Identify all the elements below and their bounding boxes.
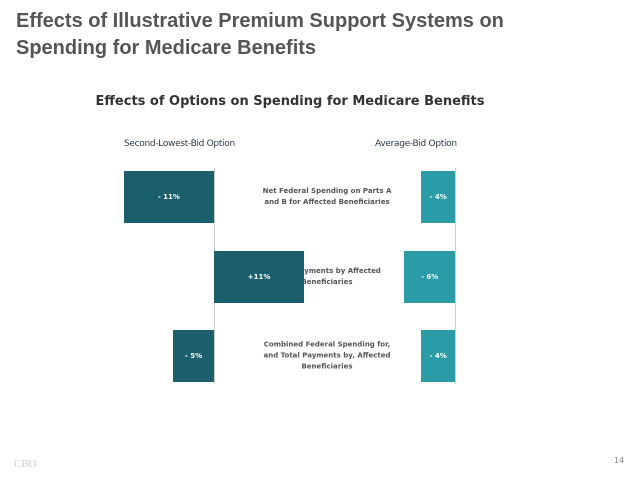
value-label: - 11%: [157, 193, 180, 201]
bar: - 4%: [421, 171, 455, 223]
bar: - 6%: [404, 251, 455, 303]
value-label: - 6%: [421, 273, 439, 281]
column-header: Second-Lowest-Bid Option: [124, 139, 235, 149]
bar: - 11%: [123, 171, 214, 223]
value-label: - 4%: [429, 352, 447, 360]
bar: - 4%: [421, 330, 455, 382]
category-label: Combined Federal Spending for, and Total…: [263, 340, 391, 371]
slide-title: Effects of Illustrative Premium Support …: [16, 10, 504, 59]
logo: CBO: [14, 458, 37, 470]
value-label: - 5%: [184, 352, 203, 360]
value-label: +11%: [247, 273, 271, 281]
column-header: Average-Bid Option: [375, 139, 457, 149]
page-number: 14: [614, 456, 625, 465]
chart-title: Effects of Options on Spending for Medic…: [95, 94, 485, 109]
category-label: Total Payments by Affected Beneficiaries: [273, 267, 381, 286]
axis-line: [454, 168, 456, 384]
value-label: - 4%: [429, 193, 447, 201]
bar: +11%: [214, 251, 305, 303]
bar: - 5%: [173, 330, 214, 382]
category-label: Net Federal Spending on Parts A and B fo…: [262, 187, 392, 206]
